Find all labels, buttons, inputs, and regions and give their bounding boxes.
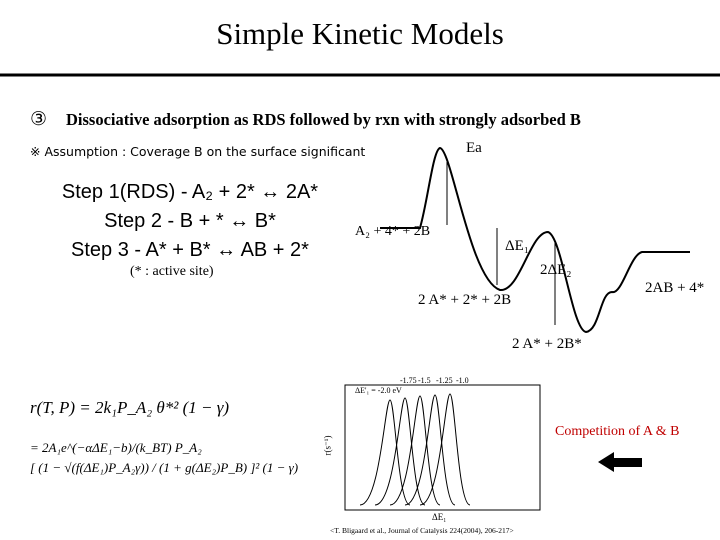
step: Step 2 - B + * ↔ B* (104, 210, 276, 232)
de2-label: 2ΔE₂ (540, 262, 572, 278)
heading: Dissociative adsorption as RDS followed … (66, 110, 581, 129)
formula: = 2A₁e^(−αΔE₁−b)/(k_BT) P_A₂ (30, 440, 202, 455)
level-label: A₂ + 4* + 2B (355, 224, 431, 239)
de1-label: ΔE₁ (505, 238, 530, 254)
inset-y-label: r(s⁻¹) (322, 435, 333, 456)
level-label: 2AB + 4* (645, 280, 705, 296)
inset-plot (344, 384, 541, 511)
curve-label: -1.75 (400, 376, 417, 385)
marker: ③ (30, 109, 48, 130)
left-arrow (598, 452, 642, 472)
curve-label: -1.5 (418, 376, 431, 385)
curve-label: -1.25 (436, 376, 453, 385)
formula: [ (1 − √(f(ΔE₁)P_A₂γ)) / (1 + g(ΔE₂)P_B)… (30, 460, 299, 475)
title: Simple Kinetic Models (216, 16, 504, 51)
citation: <T. Bligaard et al., Journal of Catalysi… (330, 526, 514, 535)
curve-label: ΔE'₁ = -2.0 eV (355, 386, 402, 395)
formula: r(T, P) = 2k₁P_A₂ θ*² (1 − γ) (30, 398, 230, 417)
assumption: ※ Assumption : Coverage B on the surface… (30, 144, 366, 159)
level-label: 2 A* + 2B* (512, 336, 582, 352)
competition: Competition of A & B (555, 424, 680, 439)
step: Step 3 - A* + B* ↔ AB + 2* (71, 239, 309, 261)
inset-x-label: ΔE₁ (432, 512, 447, 522)
level-label: 2 A* + 2* + 2B (418, 292, 512, 308)
ea-label: Ea (466, 140, 482, 156)
curve-label: -1.0 (456, 376, 469, 385)
note: (* : active site) (130, 264, 214, 279)
step: Step 1(RDS) - A₂ + 2* ↔ 2A* (61, 181, 319, 203)
energy-curve (380, 146, 690, 334)
steps: Step 1(RDS) - A₂ + 2* ↔ 2A* Step 2 - B +… (0, 178, 380, 265)
